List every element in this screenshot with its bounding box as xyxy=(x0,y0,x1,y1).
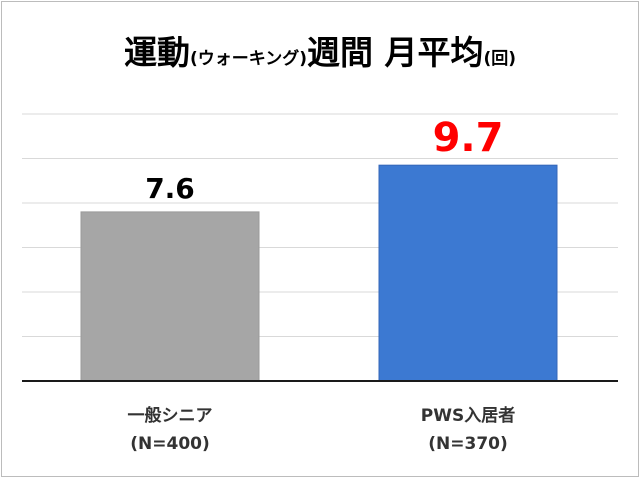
category-label-0: 一般シニア (N=400) xyxy=(70,402,270,458)
category-n-0: (N=400) xyxy=(130,434,210,454)
title-part-3: 週間 月平均 xyxy=(306,33,484,72)
title-part-4: (回) xyxy=(483,49,517,69)
category-name-0: 一般シニア xyxy=(127,406,213,426)
data-label-1: 9.7 xyxy=(433,115,504,161)
title-part-1: 運動 xyxy=(123,33,190,72)
category-n-1: (N=370) xyxy=(428,434,508,454)
data-label-0: 7.6 xyxy=(145,172,195,205)
bar-1 xyxy=(378,164,558,382)
category-label-1: PWS入居者 (N=370) xyxy=(368,402,568,458)
title-part-2: (ウォーキング) xyxy=(189,49,307,69)
bar-0 xyxy=(80,211,260,382)
category-name-1: PWS入居者 xyxy=(420,406,516,426)
chart-title: 運動(ウォーキング)週間 月平均(回) xyxy=(0,26,640,74)
